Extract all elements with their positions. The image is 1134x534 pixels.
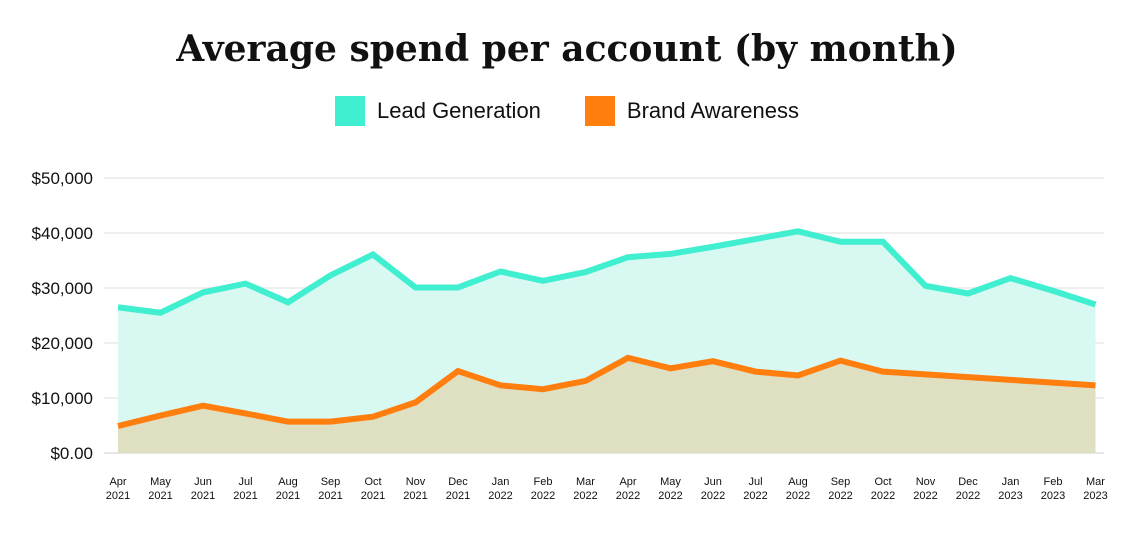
x-tick-label: Jul 2022 <box>743 476 767 502</box>
legend-swatch-lead-generation <box>335 96 366 126</box>
x-tick-label: Jan 2022 <box>488 476 512 502</box>
x-tick-label: Jan 2023 <box>998 476 1022 502</box>
x-tick-label: Aug 2021 <box>276 476 300 502</box>
x-tick-label: Dec 2022 <box>956 476 980 502</box>
x-tick-label: Sep 2021 <box>318 476 342 502</box>
chart-title: Average spend per account (by month) <box>176 28 958 70</box>
legend-label-brand-awareness: Brand Awareness <box>626 98 799 123</box>
legend: Lead Generation Brand Awareness <box>0 96 1134 126</box>
x-tick-label: Sep 2022 <box>828 476 852 502</box>
line-lead-generation <box>117 228 1097 316</box>
x-tick-label: Jun 2021 <box>191 476 215 502</box>
x-tick-label: Nov 2022 <box>913 476 937 502</box>
legend-label-lead-generation: Lead Generation <box>377 98 541 123</box>
x-tick-label: May 2022 <box>658 476 682 502</box>
area-brand-awareness <box>118 357 1096 453</box>
x-tick-label: Jun 2022 <box>701 476 725 502</box>
x-tick-label: Nov 2021 <box>403 476 427 502</box>
y-tick-label: $0.00 <box>50 444 93 463</box>
x-tick-label: Feb 2023 <box>1041 476 1065 502</box>
x-tick-label: Oct 2022 <box>871 476 895 502</box>
x-tick-label: Apr 2021 <box>106 476 130 502</box>
x-tick-label: Feb 2022 <box>531 476 555 502</box>
x-tick-label: Oct 2021 <box>361 476 385 502</box>
x-tick-label: Dec 2021 <box>446 476 470 502</box>
y-tick-label: $30,000 <box>32 279 93 298</box>
x-tick-label: Apr 2022 <box>616 476 640 502</box>
y-tick-label: $50,000 <box>32 169 93 188</box>
x-tick-label: Mar 2023 <box>1083 476 1107 502</box>
x-tick-label: Jul 2021 <box>233 476 257 502</box>
x-tick-label: Mar 2022 <box>573 476 597 502</box>
y-tick-label: $20,000 <box>32 334 93 353</box>
y-tick-label: $10,000 <box>32 389 93 408</box>
legend-swatch-brand-awareness <box>584 96 615 126</box>
legend-item-lead-generation[interactable]: Lead Generation <box>335 96 541 126</box>
line-brand-awareness <box>117 354 1096 429</box>
legend-item-brand-awareness[interactable]: Brand Awareness <box>584 96 799 126</box>
y-tick-label: $40,000 <box>32 224 93 243</box>
x-tick-label: Aug 2022 <box>786 476 810 502</box>
x-tick-label: May 2021 <box>148 476 172 502</box>
